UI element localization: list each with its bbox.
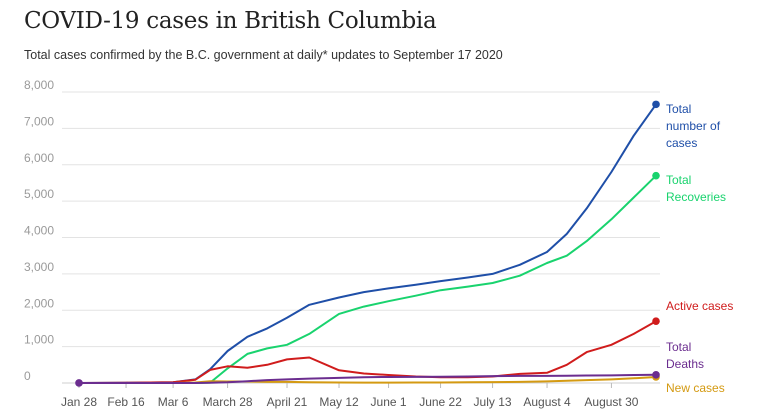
x-tick-label: June 22 [419,395,462,409]
x-axis-ticks: Jan 28 Feb 16 Mar 6 March 28 April 21 May 12 J… [61,383,639,409]
series-line-total-number-of-cases [78,103,657,384]
series-label-total-number-of-cases: Total [666,102,691,116]
series-line-active-cases [78,320,657,384]
y-tick-label: 5,000 [24,187,54,201]
x-tick-label: June 1 [371,395,407,409]
series-label-total-recoveries: Recoveries [666,190,726,204]
series-label-total-number-of-cases: number of [666,119,721,133]
y-tick-label: 0 [24,369,31,383]
y-tick-label: 8,000 [24,78,54,92]
y-tick-label: 1,000 [24,333,54,347]
chart-subtitle: Total cases confirmed by the B.C. govern… [24,48,503,62]
series-group [75,100,660,387]
series-line-total-deaths [78,373,657,384]
x-tick-label: Feb 16 [107,395,145,409]
series-end-point-active-cases [652,317,660,325]
series-label-active-cases: Active cases [666,299,733,313]
x-tick-label: August 4 [523,395,571,409]
x-tick-label: August 30 [584,395,638,409]
series-end-point-total-recoveries [652,171,660,180]
series-label-total-deaths: Total [666,340,691,354]
series-label-total-recoveries: Total [666,173,691,187]
chart-title: COVID-19 cases in British Columbia [24,8,437,34]
x-tick-label: March 28 [203,395,253,409]
x-tick-label: Mar 6 [158,395,189,409]
x-tick-label: Jan 28 [61,395,97,409]
x-tick-label: May 12 [319,395,359,409]
y-tick-label: 2,000 [24,296,54,310]
series-labels: Total number of cases Total Recoveries Active… [666,102,733,395]
x-tick-label: April 21 [267,395,308,409]
series-label-new-cases: New cases [666,381,725,395]
series-label-total-number-of-cases: cases [666,136,697,150]
y-tick-label: 4,000 [24,224,54,238]
y-tick-label: 3,000 [24,260,54,274]
y-tick-label: 6,000 [24,151,54,165]
series-line-total-recoveries [78,174,657,384]
x-tick-label: July 13 [474,395,512,409]
series-end-point-total-deaths [652,371,660,379]
series-line-new-cases [78,376,657,384]
series-label-total-deaths: Deaths [666,357,704,371]
y-tick-label: 7,000 [24,114,54,128]
gridlines: 0 1,000 2,000 3,000 4,000 5,000 6,000 7,000 8,00… [24,78,660,384]
series-start-point [75,379,83,387]
series-end-point-total-number-of-cases [652,100,660,109]
